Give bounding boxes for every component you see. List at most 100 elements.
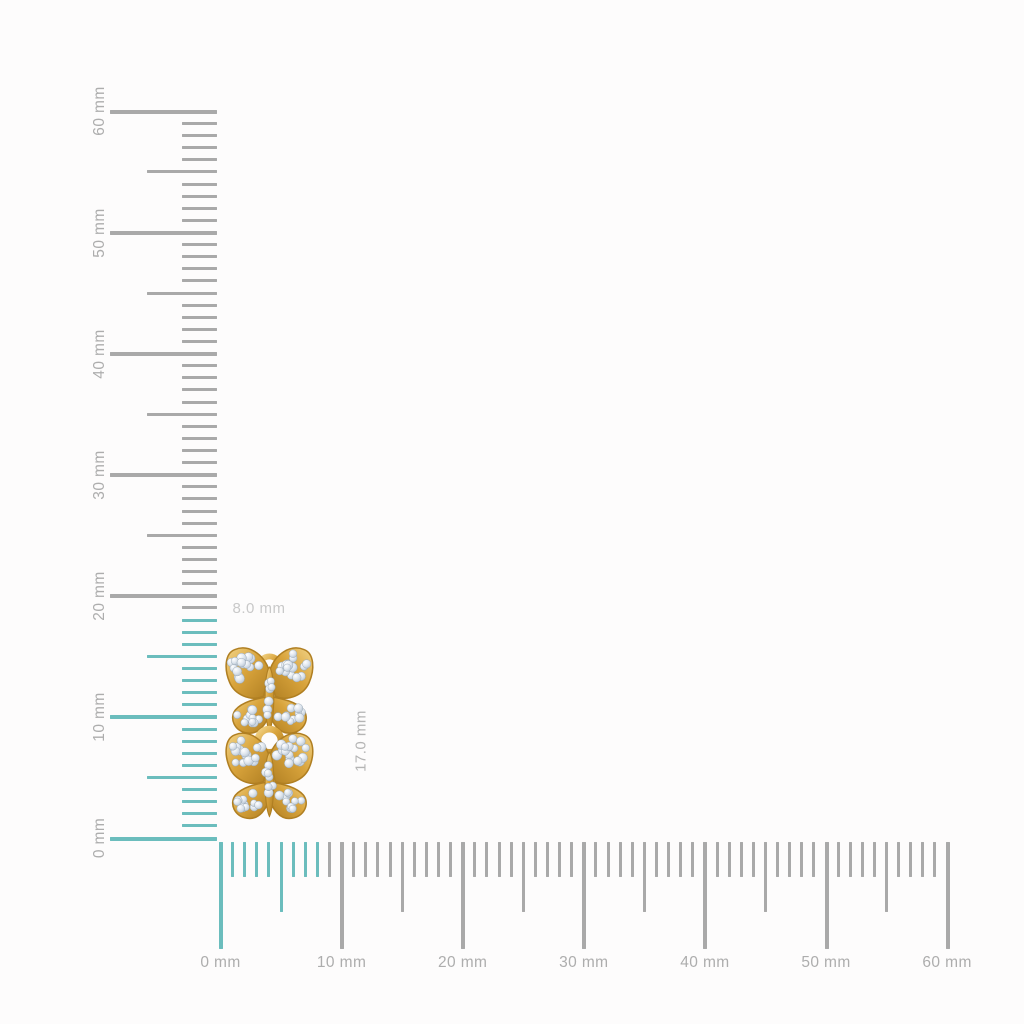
horizontal-tick-36mm [654, 842, 658, 877]
vertical-tick-30mm [109, 473, 217, 478]
vertical-tick-26mm [181, 521, 217, 525]
horizontal-tick-37mm [667, 842, 671, 877]
vertical-tick-12mm [181, 691, 217, 695]
vertical-tick-18mm [181, 618, 217, 622]
vertical-tick-22mm [181, 570, 217, 574]
horizontal-tick-28mm [558, 842, 562, 877]
vertical-tick-40mm [109, 352, 217, 357]
horizontal-tick-24mm [509, 842, 513, 877]
vertical-tick-7mm [181, 751, 217, 755]
horizontal-tick-10mm [340, 842, 345, 949]
vertical-tick-27mm [181, 509, 217, 513]
horizontal-tick-47mm [788, 842, 792, 877]
horizontal-tick-15mm [400, 842, 404, 912]
vertical-tick-57mm [181, 146, 217, 150]
vertical-tick-11mm [181, 703, 217, 707]
vertical-tick-45mm [146, 291, 217, 295]
horizontal-tick-6mm [291, 842, 295, 877]
horizontal-tick-33mm [618, 842, 622, 877]
horizontal-tick-50mm [824, 842, 829, 949]
horizontal-tick-11mm [352, 842, 356, 877]
vertical-tick-35mm [146, 412, 217, 416]
vertical-tick-51mm [181, 218, 217, 222]
horizontal-tick-59mm [933, 842, 937, 877]
horizontal-tick-38mm [679, 842, 683, 877]
vertical-tick-5mm [146, 775, 217, 779]
horizontal-tick-4mm [267, 842, 271, 877]
vertical-tick-20mm [109, 594, 217, 599]
horizontal-tick-55mm [885, 842, 889, 912]
vertical-label-40mm: 40 mm [91, 328, 108, 379]
horizontal-tick-44mm [751, 842, 755, 877]
vertical-tick-53mm [181, 194, 217, 198]
horizontal-tick-60mm [945, 842, 950, 949]
vertical-tick-37mm [181, 388, 217, 392]
horizontal-tick-16mm [412, 842, 416, 877]
horizontal-label-40mm: 40 mm [680, 954, 730, 971]
vertical-tick-28mm [181, 497, 217, 501]
horizontal-tick-18mm [436, 842, 440, 877]
vertical-tick-10mm [109, 715, 217, 720]
horizontal-tick-30mm [582, 842, 587, 949]
horizontal-tick-58mm [921, 842, 925, 877]
horizontal-tick-41mm [715, 842, 719, 877]
horizontal-tick-26mm [533, 842, 537, 877]
vertical-tick-43mm [181, 315, 217, 319]
horizontal-tick-32mm [606, 842, 610, 877]
horizontal-tick-9mm [327, 842, 331, 877]
horizontal-tick-13mm [376, 842, 380, 877]
vertical-tick-0mm [109, 836, 217, 841]
vertical-tick-19mm [181, 606, 217, 610]
horizontal-tick-21mm [473, 842, 477, 877]
vertical-tick-54mm [181, 182, 217, 186]
vertical-tick-38mm [181, 376, 217, 380]
horizontal-label-30mm: 30 mm [559, 954, 609, 971]
vertical-tick-29mm [181, 485, 217, 489]
vertical-label-10mm: 10 mm [91, 692, 108, 742]
vertical-label-30mm: 30 mm [91, 450, 108, 500]
vertical-tick-2mm [181, 812, 217, 816]
vertical-tick-56mm [181, 158, 217, 162]
horizontal-tick-27mm [545, 842, 549, 877]
horizontal-tick-46mm [776, 842, 780, 877]
horizontal-tick-7mm [303, 842, 307, 877]
vertical-tick-47mm [181, 267, 217, 271]
vertical-label-0mm: 0 mm [91, 817, 108, 859]
horizontal-tick-8mm [315, 842, 319, 877]
vertical-tick-1mm [181, 824, 217, 828]
vertical-tick-36mm [181, 400, 217, 404]
horizontal-tick-53mm [860, 842, 864, 877]
vertical-tick-34mm [181, 424, 217, 428]
pendant-artwork [224, 647, 314, 820]
vertical-tick-39mm [181, 364, 217, 368]
horizontal-label-20mm: 20 mm [438, 954, 488, 971]
vertical-tick-44mm [181, 303, 217, 307]
height-dimension-label: 17.0 mm [352, 710, 370, 772]
vertical-tick-59mm [181, 122, 217, 125]
vertical-tick-49mm [181, 243, 217, 247]
horizontal-tick-35mm [642, 842, 646, 912]
horizontal-tick-31mm [594, 842, 598, 877]
horizontal-tick-52mm [848, 842, 852, 877]
horizontal-label-10mm: 10 mm [316, 954, 367, 971]
vertical-tick-14mm [181, 666, 217, 670]
vertical-tick-48mm [181, 255, 217, 259]
horizontal-tick-45mm [763, 842, 767, 912]
horizontal-tick-12mm [364, 842, 368, 877]
horizontal-tick-22mm [485, 842, 489, 877]
vertical-tick-58mm [181, 134, 217, 138]
horizontal-tick-5mm [279, 842, 283, 912]
horizontal-tick-43mm [739, 842, 743, 877]
double-butterfly-pendant [221, 632, 318, 838]
horizontal-tick-48mm [800, 842, 804, 877]
horizontal-tick-39mm [691, 842, 695, 877]
vertical-tick-46mm [181, 279, 217, 283]
vertical-tick-16mm [181, 642, 217, 646]
vertical-tick-6mm [181, 763, 217, 767]
horizontal-tick-57mm [909, 842, 913, 877]
horizontal-tick-54mm [872, 842, 876, 877]
vertical-tick-50mm [109, 231, 217, 235]
horizontal-tick-51mm [836, 842, 840, 877]
vertical-tick-24mm [181, 545, 217, 549]
